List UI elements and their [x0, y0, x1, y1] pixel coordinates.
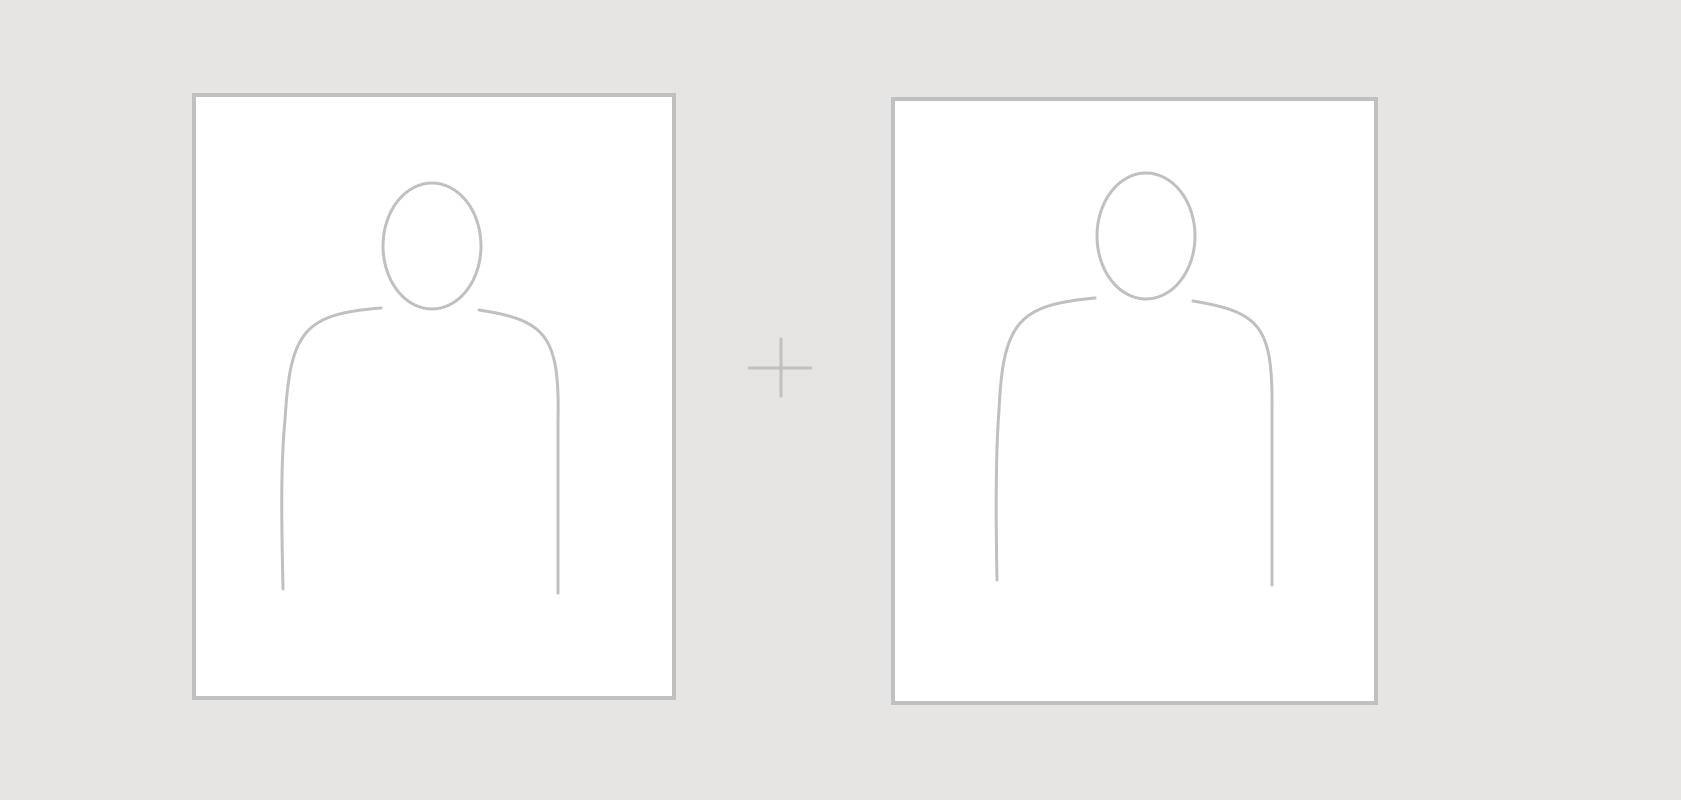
right-body-right-side	[1191, 299, 1274, 587]
right-body-left-side	[994, 296, 1097, 582]
left-body-left-side	[280, 306, 383, 591]
right-person-silhouette-icon	[994, 171, 1274, 587]
left-photo-placeholder	[192, 93, 676, 700]
right-head	[1095, 171, 1197, 301]
plus-icon	[747, 337, 813, 398]
right-photo-placeholder	[891, 97, 1378, 705]
left-head	[381, 181, 483, 311]
left-body-right-side	[477, 308, 560, 595]
right-frame	[891, 97, 1378, 705]
left-person-silhouette-icon	[280, 181, 560, 595]
left-frame	[192, 93, 676, 700]
